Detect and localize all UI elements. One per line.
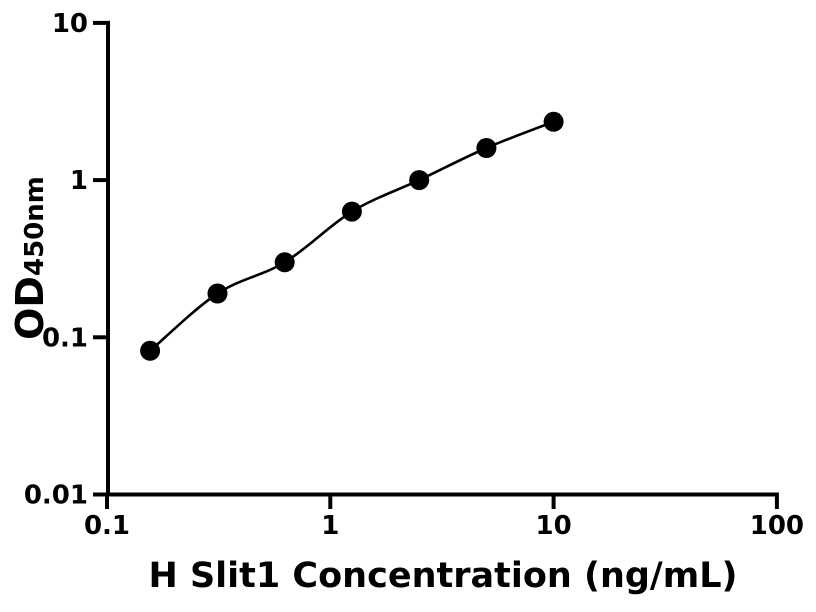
fit-curve-line [149, 120, 555, 352]
x-axis-title: H Slit1 Concentration (ng/mL) [148, 556, 738, 596]
y-tick-label: 1 [70, 166, 88, 196]
y-axis-title: OD450nm [8, 176, 52, 340]
data-point-marker [476, 138, 497, 158]
x-tick-label: 10 [536, 511, 572, 541]
y-axis-title-subscript: 450nm [20, 176, 50, 277]
x-tick-label: 0.1 [84, 511, 130, 541]
data-point-marker [140, 340, 161, 361]
y-axis-title-main: OD [8, 276, 52, 340]
data-point-marker [207, 283, 228, 304]
data-point-marker [543, 111, 564, 132]
y-tick-label: 0.01 [24, 481, 88, 511]
x-tick-label: 1 [321, 511, 339, 541]
data-point-marker [274, 252, 295, 273]
y-tick-label: 0.1 [42, 323, 88, 353]
data-point-marker [409, 170, 430, 191]
data-point-marker [341, 201, 362, 222]
y-tick-label: 10 [52, 9, 88, 39]
x-tick-label: 100 [750, 511, 804, 541]
